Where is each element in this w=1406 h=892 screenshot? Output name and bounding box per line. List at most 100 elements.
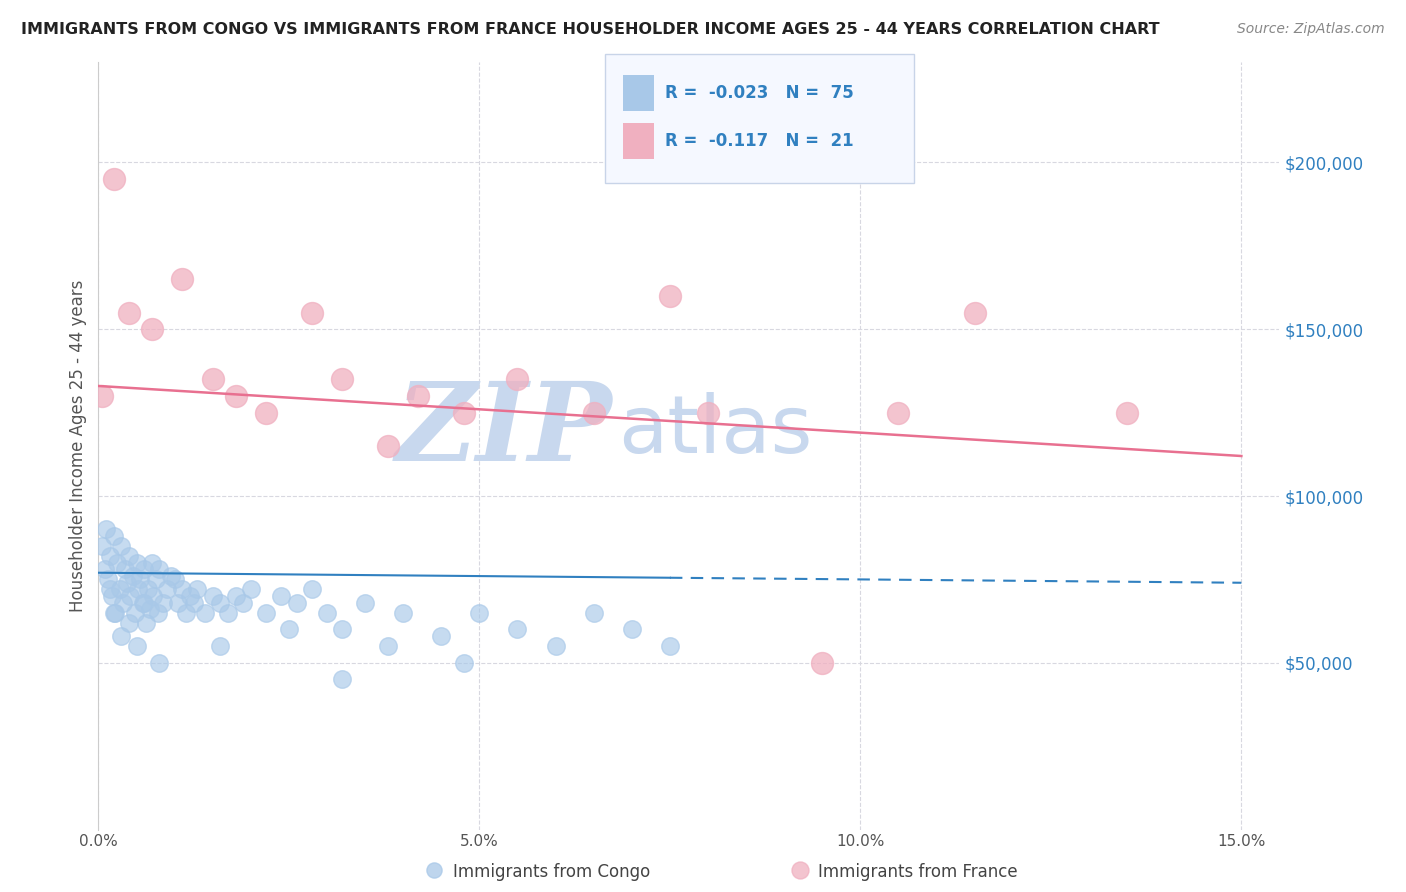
Point [225,389,247,403]
Point [111,596,134,610]
Point [125,639,148,653]
Point [582,406,605,420]
Point [148,562,170,576]
Text: ZIP: ZIP [395,377,612,484]
Point [139,602,162,616]
Point [330,623,353,637]
Point [232,596,254,610]
Point [148,656,170,670]
Point [91,539,114,553]
Text: R =  -0.117   N =  21: R = -0.117 N = 21 [665,132,853,150]
Point [117,575,139,590]
Point [107,556,129,570]
Point [201,589,224,603]
Text: Immigrants from Congo: Immigrants from Congo [453,863,650,881]
Point [103,172,125,186]
Point [887,406,910,420]
Point [392,606,415,620]
Point [697,406,720,420]
Point [183,596,205,610]
Point [316,606,339,620]
Point [134,562,156,576]
Point [127,582,149,597]
Point [285,596,308,610]
Point [1116,406,1139,420]
Point [330,372,353,386]
Text: Source: ZipAtlas.com: Source: ZipAtlas.com [1237,22,1385,37]
Point [174,606,197,620]
Point [125,556,148,570]
Point [963,305,986,319]
Point [254,606,277,620]
Point [120,589,142,603]
Point [658,289,681,303]
Point [468,606,491,620]
Point [301,582,323,597]
Point [330,673,353,687]
Point [225,589,247,603]
Point [104,606,127,620]
Text: IMMIGRANTS FROM CONGO VS IMMIGRANTS FROM FRANCE HOUSEHOLDER INCOME AGES 25 - 44 : IMMIGRANTS FROM CONGO VS IMMIGRANTS FROM… [21,22,1160,37]
Point [159,569,181,583]
Point [101,589,124,603]
Point [301,305,323,319]
Point [194,606,217,620]
Point [136,582,159,597]
Point [179,589,201,603]
Point [186,582,208,597]
Point [121,569,143,583]
Point [142,589,165,603]
Point [239,582,262,597]
Point [103,606,125,620]
Point [658,639,681,653]
Point [430,629,453,643]
Point [93,562,115,576]
Point [94,522,117,536]
Point [163,573,186,587]
Text: R =  -0.023   N =  75: R = -0.023 N = 75 [665,84,853,102]
Point [141,322,163,336]
Point [134,596,156,610]
Point [377,439,399,453]
Point [201,372,224,386]
Point [377,639,399,653]
Point [152,596,174,610]
Point [209,639,232,653]
Point [146,606,169,620]
Point [811,656,834,670]
Point [582,606,605,620]
Point [453,656,475,670]
Point [209,596,232,610]
Point [110,539,132,553]
Point [167,596,190,610]
Point [172,272,194,286]
Point [129,573,152,587]
Point [544,639,567,653]
Point [506,623,529,637]
Point [108,582,131,597]
Point [118,549,141,563]
Point [103,529,125,543]
Point [98,582,121,597]
Point [423,863,446,877]
Point [145,573,167,587]
Point [97,573,120,587]
Text: atlas: atlas [619,392,813,470]
Point [124,606,146,620]
Point [506,372,529,386]
Point [141,556,163,570]
Point [453,406,475,420]
Point [270,589,292,603]
Point [354,596,377,610]
Point [114,562,136,576]
Point [135,615,157,630]
Point [172,582,194,597]
Point [91,389,114,403]
Point [408,389,430,403]
Y-axis label: Householder Income Ages 25 - 44 years: Householder Income Ages 25 - 44 years [69,280,87,612]
Point [620,623,643,637]
Point [156,582,179,597]
Point [118,615,141,630]
Point [131,596,153,610]
Point [110,629,132,643]
